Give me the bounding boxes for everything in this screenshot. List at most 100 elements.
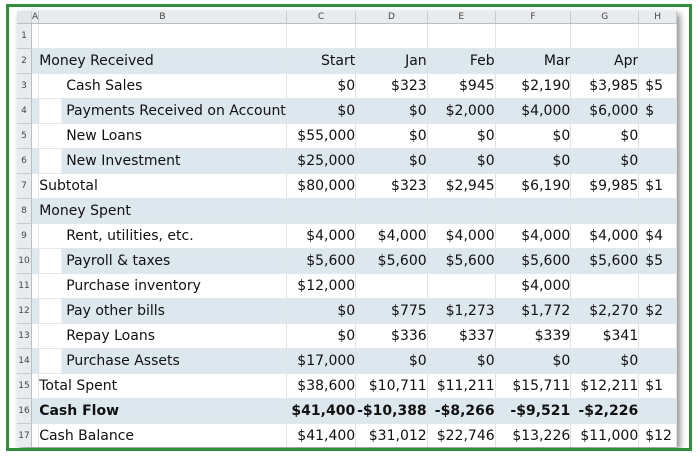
cell-a[interactable] [31,148,40,174]
cell-c[interactable] [286,198,357,224]
cell-f[interactable]: $2,190 [495,73,572,99]
cell-c[interactable]: $5,600 [286,248,357,274]
cell-e[interactable]: $22,746 [427,423,496,447]
cell-a[interactable] [31,123,40,149]
cell-g[interactable]: $0 [570,148,640,174]
cell-h[interactable]: $5 [638,248,677,274]
cell-f[interactable]: $5,600 [495,248,572,274]
row-header[interactable]: 1 [17,23,33,49]
cell-f[interactable] [495,198,572,224]
cell-h[interactable]: $4 [638,223,677,249]
cell-d[interactable]: $323 [355,173,428,199]
cell-g[interactable] [570,198,640,224]
cell-e[interactable]: $5,600 [427,248,496,274]
cell-a[interactable] [31,248,40,274]
row-header[interactable]: 9 [17,223,33,249]
cell-f[interactable]: $4,000 [495,98,572,124]
cell-c[interactable]: $41,400 [286,423,357,447]
cell-h[interactable] [638,348,677,374]
cell-g[interactable]: $6,000 [570,98,640,124]
cell-a[interactable] [31,98,40,124]
row-label-cell[interactable]: Total Spent [38,373,287,399]
cell-d[interactable]: $4,000 [355,223,428,249]
cell-d[interactable]: $323 [355,73,428,99]
cell-h[interactable] [638,198,677,224]
select-all-corner[interactable] [17,11,33,24]
row-label-cell[interactable]: Purchase Assets [38,348,287,374]
column-header-g[interactable]: G [570,11,640,24]
cell-g[interactable]: $3,985 [570,73,640,99]
cell-g[interactable]: Apr [570,48,640,74]
row-header[interactable]: 17 [17,423,33,447]
row-label-cell[interactable]: Purchase inventory [38,273,287,299]
cell-a[interactable] [31,423,40,447]
column-header-a[interactable]: A [31,11,40,24]
cell-h[interactable] [638,148,677,174]
cell-g[interactable]: $11,000 [570,423,640,447]
cell-d[interactable]: $0 [355,148,428,174]
row-header[interactable]: 7 [17,173,33,199]
row-label-cell[interactable]: Pay other bills [38,298,287,324]
cell-a[interactable] [31,198,40,224]
cell-e[interactable]: Feb [427,48,496,74]
cell-d[interactable]: $775 [355,298,428,324]
cell-a[interactable] [31,223,40,249]
cell-f[interactable]: $15,711 [495,373,572,399]
row-header[interactable]: 14 [17,348,33,374]
cell-a[interactable] [31,373,40,399]
cell-c[interactable]: $38,600 [286,373,357,399]
cell-a[interactable] [31,173,40,199]
row-label-cell[interactable]: Money Spent [38,198,287,224]
cell-d[interactable] [355,23,428,49]
cell-e[interactable]: $945 [427,73,496,99]
row-header[interactable]: 3 [17,73,33,99]
cell-c[interactable] [286,23,357,49]
cell-e[interactable]: $0 [427,123,496,149]
cell-d[interactable]: Jan [355,48,428,74]
column-header-f[interactable]: F [495,11,572,24]
cell-c[interactable]: $0 [286,73,357,99]
cell-a[interactable] [31,23,40,49]
cell-f[interactable]: $6,190 [495,173,572,199]
row-label-cell[interactable]: Payroll & taxes [38,248,287,274]
cell-g[interactable]: $12,211 [570,373,640,399]
row-header[interactable]: 11 [17,273,33,299]
row-label-cell[interactable]: Cash Balance [38,423,287,447]
cell-a[interactable] [31,398,40,424]
cell-e[interactable]: $1,273 [427,298,496,324]
cell-h[interactable]: $5 [638,73,677,99]
cell-h[interactable]: $1 [638,173,677,199]
cell-e[interactable] [427,273,496,299]
cell-h[interactable] [638,398,677,424]
cell-h[interactable]: $12 [638,423,677,447]
cell-f[interactable]: $0 [495,123,572,149]
cell-g[interactable] [570,273,640,299]
cell-f[interactable] [495,23,572,49]
cell-h[interactable] [638,323,677,349]
cell-e[interactable]: $2,000 [427,98,496,124]
cell-g[interactable]: $4,000 [570,223,640,249]
row-header[interactable]: 8 [17,198,33,224]
row-label-cell[interactable]: New Investment [38,148,287,174]
cell-d[interactable]: $5,600 [355,248,428,274]
cell-c[interactable]: Start [286,48,357,74]
row-header[interactable]: 16 [17,398,33,424]
cell-g[interactable] [570,23,640,49]
cell-f[interactable]: $0 [495,148,572,174]
row-header[interactable]: 13 [17,323,33,349]
cell-f[interactable]: $13,226 [495,423,572,447]
row-label-cell[interactable] [38,23,287,49]
cell-f[interactable]: $0 [495,348,572,374]
cell-a[interactable] [31,273,40,299]
cell-c[interactable]: $41,400 [286,398,357,424]
column-header-b[interactable]: B [38,11,287,24]
row-header[interactable]: 2 [17,48,33,74]
cell-g[interactable]: $0 [570,123,640,149]
cell-d[interactable]: -$10,388 [355,398,428,424]
cell-f[interactable]: $4,000 [495,273,572,299]
cell-f[interactable]: $1,772 [495,298,572,324]
cell-d[interactable]: $0 [355,348,428,374]
cell-f[interactable]: $339 [495,323,572,349]
cell-c[interactable]: $12,000 [286,273,357,299]
cell-c[interactable]: $80,000 [286,173,357,199]
